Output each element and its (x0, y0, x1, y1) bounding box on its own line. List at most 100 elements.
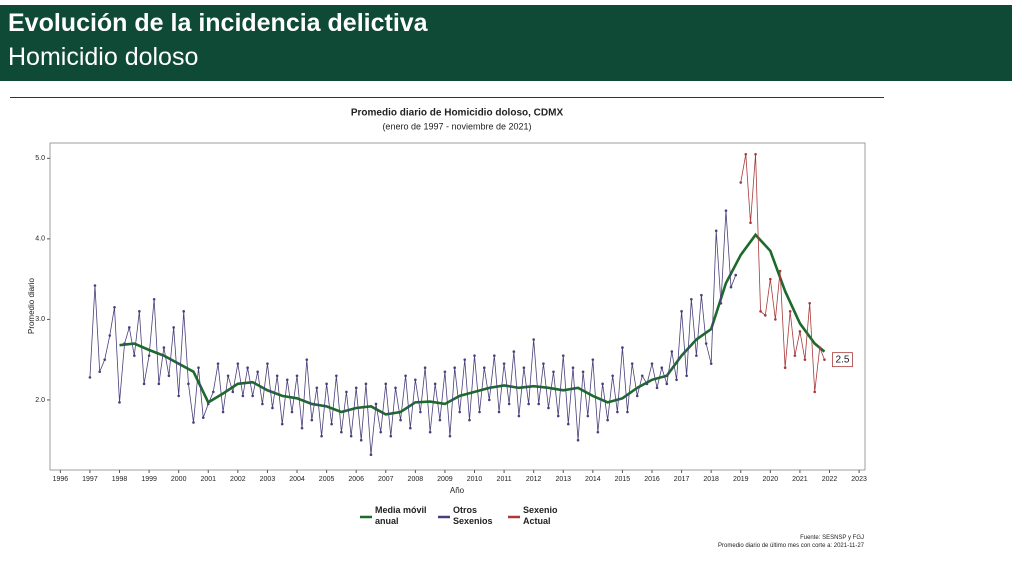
x-tick-label: 2000 (171, 476, 187, 483)
x-tick-label: 2006 (348, 476, 364, 483)
data-point (138, 310, 141, 313)
data-point (532, 338, 535, 341)
data-point (655, 386, 659, 390)
x-tick-label: 2003 (260, 476, 276, 483)
data-point (493, 354, 496, 357)
x-tick-label: 1997 (82, 476, 98, 483)
data-point (645, 382, 649, 386)
data-point (675, 378, 678, 382)
x-tick-label: 1998 (112, 476, 128, 483)
data-point (320, 434, 323, 438)
header: Evolución de la incidencia delictiva Hom… (0, 5, 1012, 81)
data-point (384, 382, 388, 386)
x-tick-label: 2015 (615, 476, 631, 483)
y-tick-label: 2.0 (35, 397, 45, 404)
data-point (818, 346, 822, 349)
data-point (788, 310, 792, 313)
data-point (423, 366, 427, 370)
data-point (507, 402, 511, 406)
data-point (123, 342, 126, 345)
data-point (379, 430, 383, 434)
data-point (241, 394, 245, 398)
data-point (566, 422, 570, 426)
data-point (389, 434, 393, 438)
data-point (616, 410, 619, 414)
x-tick-label: 1996 (53, 476, 69, 483)
divider (10, 97, 884, 98)
data-point (635, 394, 639, 398)
data-point (670, 350, 674, 353)
data-point (783, 366, 787, 370)
data-point (428, 430, 432, 434)
data-point (438, 418, 442, 422)
data-point (404, 374, 407, 378)
data-point (561, 354, 565, 357)
data-point (739, 181, 743, 184)
data-point (231, 390, 235, 394)
data-point (133, 354, 136, 357)
header-title: Evolución de la incidencia delictiva (8, 9, 428, 37)
data-point (206, 402, 210, 406)
data-point (626, 410, 629, 414)
data-point (798, 330, 802, 333)
data-point (419, 410, 422, 414)
data-point (162, 346, 166, 349)
data-point (552, 370, 555, 374)
data-point (127, 326, 131, 329)
data-point (621, 346, 624, 349)
annotation: 2.5 (836, 354, 850, 365)
data-point (315, 386, 319, 390)
header-subtitle: Homicidio doloso (8, 43, 199, 71)
data-point (547, 406, 550, 410)
data-point (764, 314, 767, 317)
data-point (630, 362, 634, 365)
data-point (280, 422, 284, 426)
data-point (187, 382, 190, 386)
x-tick-label: 2018 (703, 476, 719, 483)
x-tick-label: 2008 (408, 476, 424, 483)
data-point (759, 310, 762, 313)
x-tick-label: 2010 (467, 476, 483, 483)
data-point (778, 269, 782, 273)
y-tick-label: 4.0 (35, 236, 45, 243)
data-point (216, 362, 220, 365)
x-tick-label: 2009 (437, 476, 453, 483)
x-tick-label: 2012 (526, 476, 542, 483)
data-point (542, 362, 545, 365)
data-point (374, 402, 378, 406)
x-tick-label: 2005 (319, 476, 335, 483)
data-point (512, 350, 516, 353)
data-point (571, 366, 575, 370)
chart-subtitle: (enero de 1997 - noviembre de 2021) (382, 121, 531, 131)
data-point (285, 378, 289, 382)
data-point (88, 376, 92, 379)
data-point (478, 410, 481, 414)
x-tick-label: 2002 (230, 476, 246, 483)
data-point (517, 414, 521, 418)
data-point (458, 410, 462, 414)
data-point (808, 301, 811, 305)
data-point (527, 402, 530, 406)
data-point (226, 374, 230, 378)
data-point (700, 293, 703, 297)
y-tick-label: 5.0 (35, 155, 45, 162)
data-point (695, 354, 698, 357)
data-point (769, 277, 772, 281)
data-point (108, 334, 112, 337)
series-line (740, 154, 825, 392)
data-point (300, 426, 304, 430)
data-point (482, 366, 486, 370)
data-point (724, 209, 728, 212)
data-point (556, 414, 560, 418)
x-tick-label: 2023 (851, 476, 867, 483)
data-point (685, 374, 688, 378)
data-point (823, 358, 826, 361)
series-line (89, 210, 737, 455)
data-point (290, 410, 294, 414)
x-tick-label: 1999 (141, 476, 157, 483)
data-point (448, 434, 452, 438)
data-point (221, 410, 225, 414)
x-axis-label: Año (450, 486, 465, 495)
data-point (734, 273, 738, 277)
